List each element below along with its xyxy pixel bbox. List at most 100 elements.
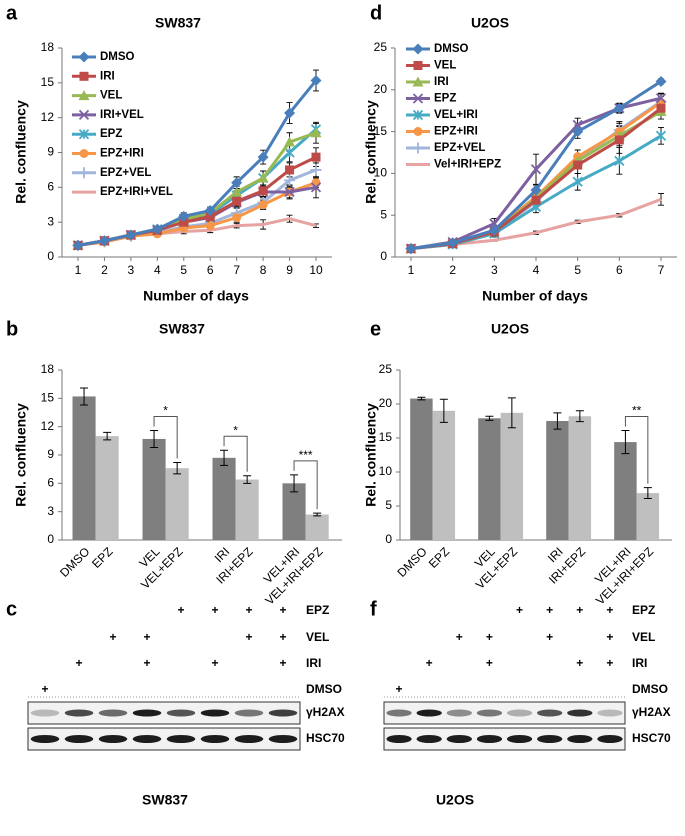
bar — [478, 418, 501, 540]
error-bar — [417, 396, 426, 401]
y-tick-label: 10 — [374, 166, 388, 180]
error-bar — [173, 462, 182, 475]
treatment-mark: + — [75, 656, 82, 670]
treatment-label: VEL — [306, 630, 329, 644]
marker — [655, 93, 667, 104]
marker — [310, 182, 322, 193]
treatment-mark: + — [606, 630, 613, 644]
blot-frame — [27, 701, 301, 725]
blot-band — [64, 735, 94, 743]
blot-band — [30, 735, 60, 743]
treatment-mark: + — [546, 630, 553, 644]
significance-bracket — [223, 435, 248, 472]
x-tick-label: DMSO — [57, 544, 92, 579]
x-tick-label: 6 — [616, 263, 623, 277]
treatment-mark: + — [576, 656, 583, 670]
y-tick-label: 25 — [379, 362, 393, 376]
x-tick-label: 3 — [128, 263, 135, 277]
treatment-mark: + — [546, 603, 553, 617]
blot-frame — [383, 701, 626, 725]
marker — [572, 119, 583, 131]
y-tick-label: 5 — [385, 498, 392, 512]
y-tick-label: 15 — [41, 75, 55, 89]
legend-label: Vel+IRI+EPZ — [434, 159, 501, 171]
y-tick-label: 0 — [385, 532, 392, 546]
bar — [636, 493, 660, 540]
marker — [151, 223, 163, 235]
marker — [412, 142, 424, 154]
marker — [284, 147, 295, 158]
marker — [655, 75, 667, 87]
y-tick-label: 15 — [374, 124, 388, 138]
legend-label: EPZ+IRI — [434, 126, 478, 138]
panel-letter: e — [370, 318, 381, 340]
treatment-label: DMSO — [306, 682, 342, 696]
treatment-mark: + — [245, 630, 252, 644]
x-axis-label: Number of days — [482, 288, 588, 304]
bar — [165, 468, 189, 540]
legend-label: VEL — [434, 60, 456, 72]
treatment-mark: + — [177, 603, 184, 617]
treatment-mark: + — [143, 656, 150, 670]
treatment-mark: + — [143, 630, 150, 644]
x-tick-label: 5 — [574, 263, 581, 277]
blot-band — [537, 735, 563, 743]
marker — [205, 211, 215, 221]
x-tick-label: 7 — [658, 263, 665, 277]
marker — [78, 90, 90, 101]
series-line — [77, 168, 317, 247]
blot-band — [132, 735, 162, 743]
y-tick-label: 10 — [379, 464, 393, 478]
treatment-mark: + — [396, 682, 403, 696]
treatment-mark: + — [279, 630, 286, 644]
x-tick-label: 1 — [408, 263, 415, 277]
band-label: γH2AX — [632, 705, 671, 719]
blot-title: U2OS — [436, 792, 474, 808]
band-label: γH2AX — [306, 705, 345, 719]
marker — [232, 213, 242, 223]
marker — [204, 205, 216, 217]
marker — [413, 127, 423, 136]
marker — [572, 126, 584, 138]
significance-label: * — [163, 404, 168, 418]
y-tick-label: 9 — [47, 145, 54, 159]
marker — [447, 237, 459, 249]
y-tick-label: 0 — [47, 249, 54, 263]
marker — [79, 71, 89, 81]
y-tick-label: 9 — [47, 447, 54, 461]
y-tick-label: 18 — [41, 362, 55, 376]
treatment-mark: + — [486, 630, 493, 644]
treatment-mark: + — [576, 603, 583, 617]
marker — [530, 164, 542, 175]
legend-label: IRI+VEL — [100, 109, 144, 121]
marker — [231, 177, 243, 189]
y-tick-label: 3 — [47, 214, 54, 228]
bar — [305, 514, 329, 540]
legend-label: VEL+IRI — [434, 109, 478, 121]
legend-label: IRI — [434, 76, 449, 88]
y-tick-label: 6 — [47, 476, 54, 490]
y-axis-label: Rel. confluency — [363, 403, 379, 507]
y-axis-label: Rel. confluency — [13, 100, 29, 204]
marker — [412, 109, 424, 121]
y-tick-label: 20 — [374, 82, 388, 96]
bar — [235, 479, 259, 540]
y-axis-label: Rel. confluency — [363, 100, 379, 204]
y-tick-label: 15 — [379, 430, 393, 444]
marker — [258, 200, 268, 210]
x-tick-label: EPZ — [426, 544, 452, 570]
marker — [179, 217, 189, 227]
blot-band — [416, 735, 442, 743]
marker — [78, 51, 90, 63]
error-bar — [313, 512, 322, 517]
error-bar — [243, 475, 252, 484]
marker — [310, 164, 322, 176]
error-bar — [150, 429, 159, 448]
y-tick-label: 25 — [374, 40, 388, 54]
legend-label: DMSO — [100, 51, 135, 63]
treatment-mark: + — [211, 603, 218, 617]
blot-band — [537, 709, 563, 717]
legend-label: VEL — [100, 90, 122, 102]
significance-label: ** — [632, 404, 642, 418]
marker — [573, 160, 583, 170]
